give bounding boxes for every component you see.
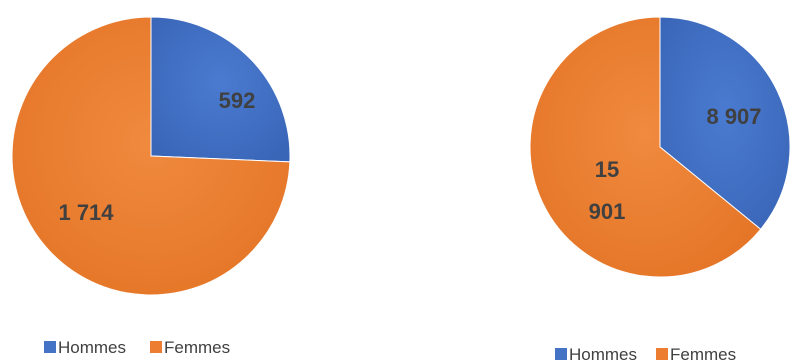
slice-hommes (659, 16, 791, 230)
data-label-femmes: 1 714 (58, 200, 114, 225)
pie-chart-2: 8 907 15 901 Hommes Femmes (529, 16, 791, 363)
pie-2-legend: Hommes Femmes (555, 345, 736, 363)
pie-1-legend: Hommes Femmes (44, 338, 230, 357)
pie-1-labels: 592 1 714 (58, 88, 255, 225)
slice-hommes (150, 16, 291, 163)
legend-label-femmes: Femmes (164, 338, 230, 357)
legend-label-femmes: Femmes (670, 345, 736, 363)
data-label-hommes: 592 (219, 88, 256, 113)
legend-swatch-femmes (656, 348, 668, 360)
pie-1-slices (11, 16, 291, 296)
legend-swatch-hommes (555, 348, 567, 360)
legend-label-hommes: Hommes (58, 338, 126, 357)
data-label-hommes: 8 907 (706, 104, 761, 129)
pie-2-slices (529, 16, 791, 278)
pie-chart-1: 592 1 714 Hommes Femmes (11, 16, 291, 357)
legend-swatch-hommes (44, 341, 56, 353)
legend-swatch-femmes (150, 341, 162, 353)
pie-2-labels: 8 907 15 901 (589, 104, 762, 224)
slice-femmes (11, 16, 291, 296)
slice-femmes (529, 16, 762, 278)
data-label-femmes: 15 901 (589, 157, 626, 224)
legend-label-hommes: Hommes (569, 345, 637, 363)
